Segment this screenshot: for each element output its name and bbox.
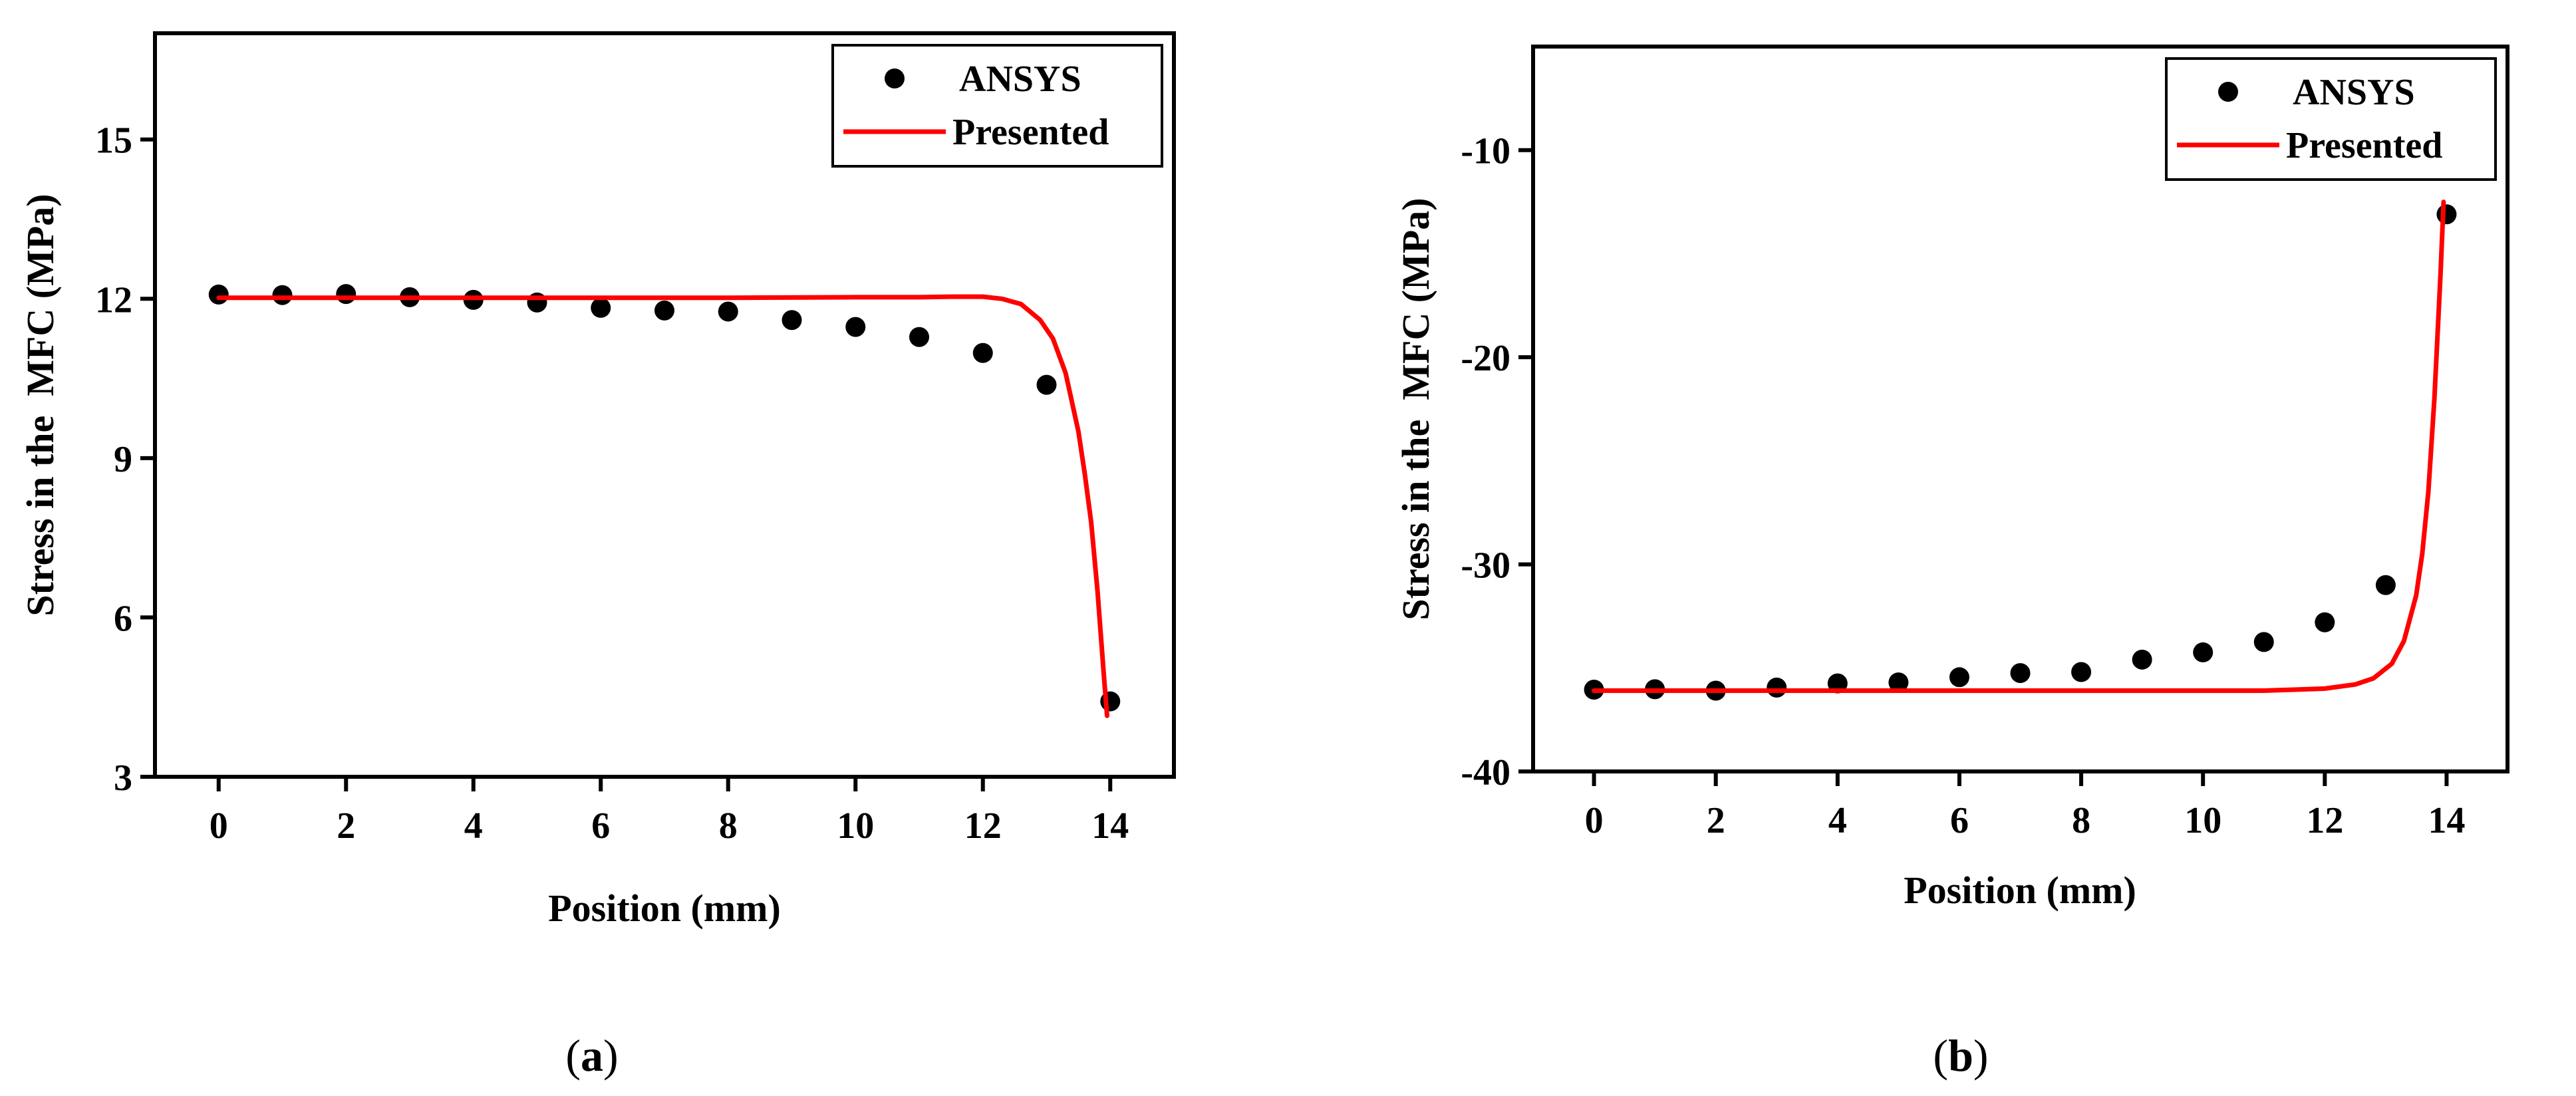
data-point-ansys — [782, 310, 802, 331]
data-point-ansys — [1767, 677, 1787, 698]
x-tick-label: 4 — [1828, 800, 1847, 841]
caption-letter: b — [1948, 1030, 1973, 1081]
y-tick-label: 6 — [114, 598, 132, 639]
caption-letter: a — [581, 1030, 603, 1081]
legend-label: ANSYS — [2293, 72, 2415, 113]
plot-frame — [153, 31, 1176, 779]
y-tick-label: 12 — [95, 279, 132, 321]
figure-caption: (a) — [565, 1030, 618, 1081]
data-point-ansys — [2071, 662, 2092, 682]
data-point-ansys — [2436, 204, 2457, 225]
data-point-ansys — [972, 342, 993, 363]
data-point-ansys — [654, 300, 674, 321]
y-tick-label: 15 — [95, 120, 132, 162]
data-point-ansys — [591, 297, 611, 318]
x-axis-label: Position (mm) — [1904, 869, 2136, 912]
plot-frame — [1531, 45, 2509, 773]
data-point-ansys — [2315, 612, 2335, 632]
x-tick-label: 14 — [1091, 805, 1129, 847]
data-point-ansys — [2375, 575, 2396, 595]
series-line-presented — [1592, 200, 2446, 693]
y-tick-label: -30 — [1461, 545, 1510, 587]
data-point-ansys — [845, 317, 866, 337]
series-line-presented — [216, 294, 1109, 718]
x-tick-label: 0 — [1585, 800, 1604, 841]
data-point-ansys — [718, 301, 738, 322]
data-point-ansys — [208, 284, 229, 305]
x-tick-label: 6 — [591, 805, 610, 847]
y-tick-label: 9 — [114, 439, 132, 480]
x-tick-label: 12 — [964, 805, 1002, 847]
legend-swatch-marker — [2218, 82, 2238, 102]
x-axis-label: Position (mm) — [548, 887, 781, 930]
y-tick-label: -10 — [1461, 131, 1510, 172]
data-point-ansys — [1888, 672, 1909, 693]
y-axis-label: Stress in the MFC (MPa) — [19, 194, 62, 616]
legend: ANSYS Presented — [2165, 57, 2497, 181]
x-tick-label: 10 — [837, 805, 874, 847]
data-point-ansys — [909, 327, 929, 347]
legend-swatch-marker — [885, 68, 905, 88]
y-tick-label: -20 — [1461, 338, 1510, 379]
x-tick-label: 14 — [2428, 800, 2465, 841]
x-tick-label: 10 — [2184, 800, 2221, 841]
y-axis-label: Stress in the MFC (MPa) — [1394, 198, 1437, 620]
chart-panel-b: 0 2 4 6 8 10 12 14 -40 -30 -20 -10 Position (mm) Stre… — [1394, 45, 2509, 1081]
legend-label: Presented — [2286, 125, 2442, 166]
data-point-ansys — [1949, 667, 1969, 688]
x-tick-label: 2 — [1707, 800, 1725, 841]
legend: ANSYS Presented — [831, 44, 1163, 168]
x-tick-label: 4 — [464, 805, 483, 847]
x-tick-label: 6 — [1950, 800, 1969, 841]
legend-label: Presented — [952, 112, 1109, 153]
x-tick-label: 2 — [337, 805, 355, 847]
x-tick-label: 8 — [719, 805, 738, 847]
figure-caption: (b) — [1933, 1030, 1988, 1081]
chart-panel-a: 0 2 4 6 8 10 12 14 3 6 9 12 15 Position (mm) Stress in… — [19, 31, 1176, 1081]
legend-box — [2165, 57, 2497, 181]
x-tick-label: 8 — [2072, 800, 2090, 841]
data-point-ansys — [2010, 663, 2031, 684]
legend-box — [831, 44, 1163, 168]
y-tick-label: 3 — [114, 757, 132, 799]
legend-label: ANSYS — [959, 59, 1081, 100]
data-point-ansys — [1036, 374, 1057, 395]
data-point-ansys — [272, 285, 293, 305]
y-tick-label: -40 — [1461, 752, 1510, 793]
data-point-ansys — [2193, 642, 2214, 662]
data-point-ansys — [2132, 649, 2152, 670]
data-point-ansys — [2253, 632, 2274, 652]
data-point-ansys — [336, 284, 357, 305]
x-tick-label: 12 — [2306, 800, 2343, 841]
x-tick-label: 0 — [210, 805, 228, 847]
